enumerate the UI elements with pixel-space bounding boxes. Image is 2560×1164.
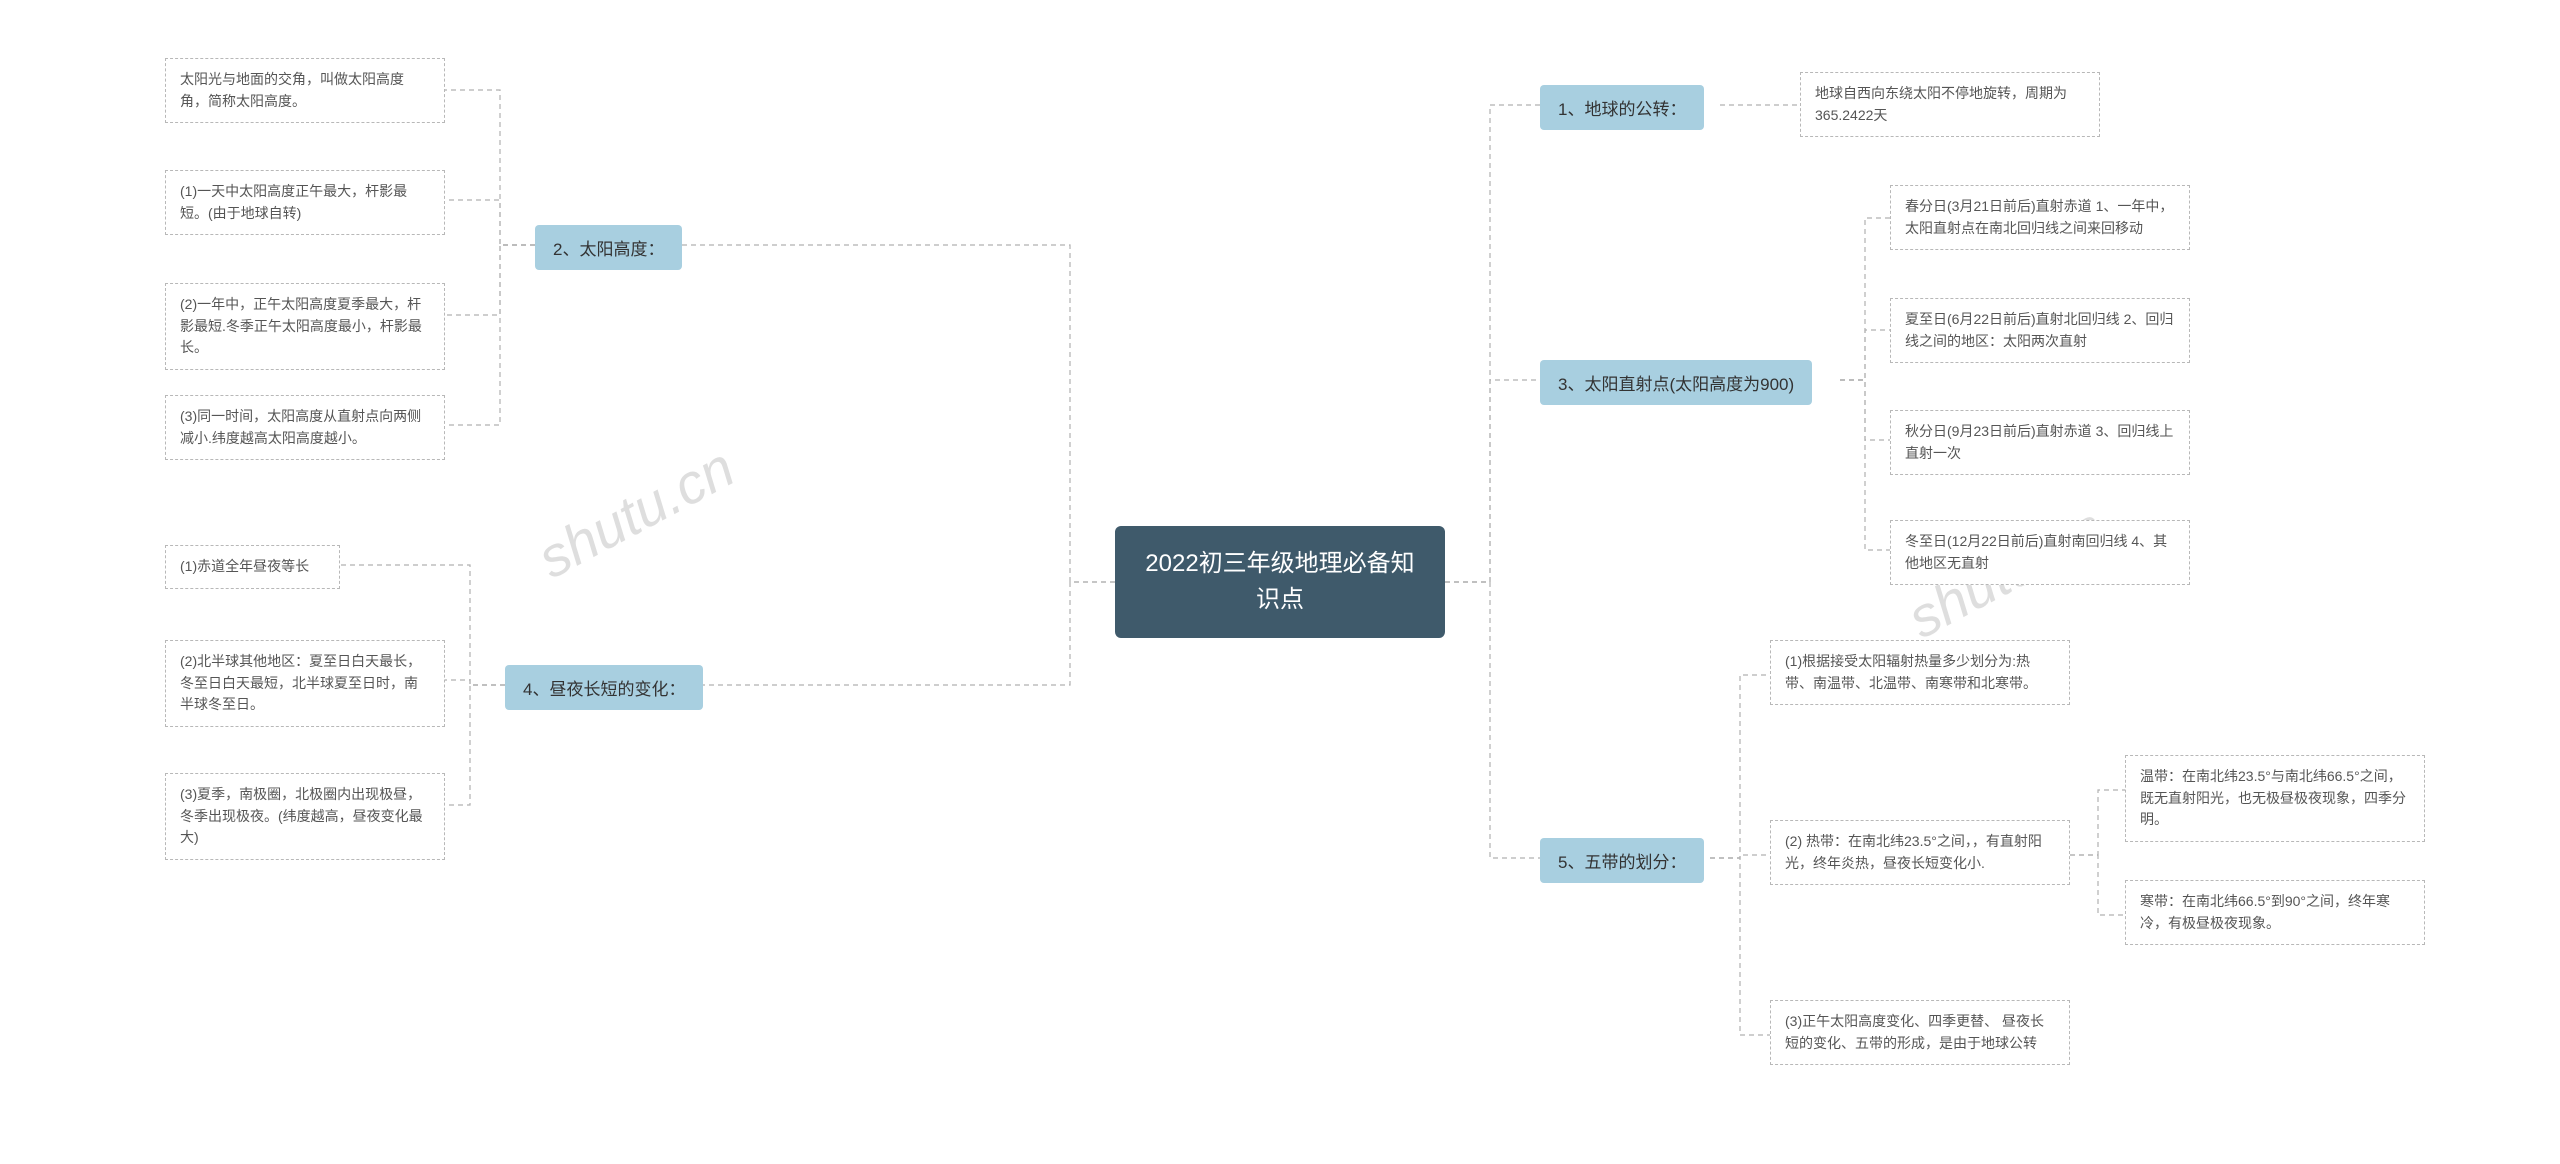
leaf-5-2: (2) 热带：在南北纬23.5°之间，，有直射阳光，终年炎热，昼夜长短变化小. (1770, 820, 2070, 885)
leaf-3-4: 冬至日(12月22日前后)直射南回归线 4、其他地区无直射 (1890, 520, 2190, 585)
branch-1: 1、地球的公转： (1540, 85, 1704, 130)
branch-2: 2、太阳高度： (535, 225, 682, 270)
leaf-5-1: (1)根据接受太阳辐射热量多少划分为:热带、南温带、北温带、南寒带和北寒带。 (1770, 640, 2070, 705)
branch-3: 3、太阳直射点(太阳高度为900) (1540, 360, 1812, 405)
center-node: 2022初三年级地理必备知识点 (1115, 526, 1445, 638)
leaf-2-3: (2)一年中，正午太阳高度夏季最大，杆影最短.冬季正午太阳高度最小，杆影最长。 (165, 283, 445, 370)
leaf-1-1: 地球自西向东绕太阳不停地旋转，周期为365.2422天 (1800, 72, 2100, 137)
leaf-2-1: 太阳光与地面的交角，叫做太阳高度角，简称太阳高度。 (165, 58, 445, 123)
leaf-3-2: 夏至日(6月22日前后)直射北回归线 2、回归线之间的地区：太阳两次直射 (1890, 298, 2190, 363)
branch-5: 5、五带的划分： (1540, 838, 1704, 883)
leaf-5-2-1: 温带：在南北纬23.5°与南北纬66.5°之间，既无直射阳光，也无极昼极夜现象，… (2125, 755, 2425, 842)
leaf-2-4: (3)同一时间，太阳高度从直射点向两侧减小.纬度越高太阳高度越小。 (165, 395, 445, 460)
leaf-4-2: (2)北半球其他地区：夏至日白天最长，冬至日白天最短，北半球夏至日时，南半球冬至… (165, 640, 445, 727)
leaf-2-2: (1)一天中太阳高度正午最大，杆影最短。(由于地球自转) (165, 170, 445, 235)
leaf-3-1: 春分日(3月21日前后)直射赤道 1、一年中，太阳直射点在南北回归线之间来回移动 (1890, 185, 2190, 250)
leaf-5-2-2: 寒带：在南北纬66.5°到90°之间，终年寒冷，有极昼极夜现象。 (2125, 880, 2425, 945)
leaf-3-3: 秋分日(9月23日前后)直射赤道 3、回归线上直射一次 (1890, 410, 2190, 475)
leaf-4-3: (3)夏季，南极圈，北极圈内出现极昼，冬季出现极夜。(纬度越高，昼夜变化最大) (165, 773, 445, 860)
leaf-4-1: (1)赤道全年昼夜等长 (165, 545, 340, 589)
leaf-5-3: (3)正午太阳高度变化、四季更替、 昼夜长短的变化、五带的形成，是由于地球公转 (1770, 1000, 2070, 1065)
branch-4: 4、昼夜长短的变化： (505, 665, 703, 710)
watermark: shutu.cn (527, 434, 744, 591)
